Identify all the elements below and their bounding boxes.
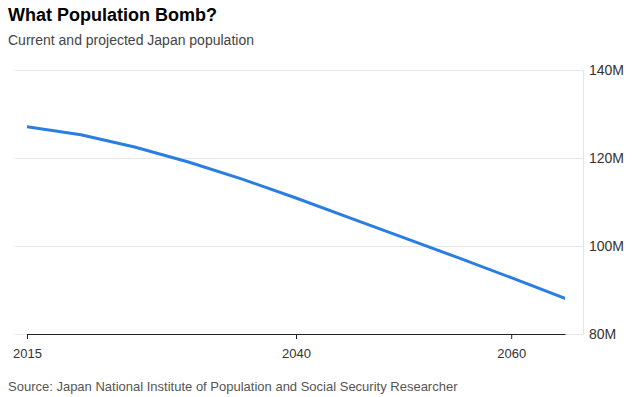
title: What Population Bomb? bbox=[8, 5, 217, 25]
x-tick-mark bbox=[27, 334, 28, 339]
y-tick: 120M bbox=[15, 150, 624, 166]
chart: What Population Bomb? Current and project… bbox=[0, 0, 640, 397]
y-tick: 140M bbox=[15, 62, 624, 78]
y-tick-label: 100M bbox=[589, 238, 624, 254]
subtitle: Current and projected Japan population bbox=[8, 32, 254, 48]
grid-line bbox=[15, 158, 583, 159]
y-tick-label: 80M bbox=[589, 326, 616, 342]
x-tick-label: 2015 bbox=[13, 346, 42, 361]
x-axis: 2015 2040 2060 bbox=[13, 334, 565, 361]
y-tick-label: 140M bbox=[589, 62, 624, 78]
grid-line bbox=[15, 70, 583, 71]
y-tick-label: 120M bbox=[589, 150, 624, 166]
plot-area bbox=[27, 127, 565, 299]
y-axis: 80M 100M 120M 140M bbox=[15, 62, 624, 342]
x-tick: 2015 bbox=[13, 334, 42, 361]
x-tick: 2040 bbox=[282, 334, 311, 361]
grid-line bbox=[15, 334, 583, 335]
x-tick-mark bbox=[511, 334, 512, 339]
x-tick: 2060 bbox=[497, 334, 526, 361]
x-tick-label: 2060 bbox=[497, 346, 526, 361]
y-tick: 100M bbox=[15, 238, 624, 254]
population-line bbox=[27, 127, 565, 299]
source: Source: Japan National Institute of Popu… bbox=[8, 379, 458, 394]
y-tick: 80M bbox=[15, 326, 616, 342]
y-axis-line bbox=[583, 71, 584, 335]
x-tick-label: 2040 bbox=[282, 346, 311, 361]
x-tick-mark bbox=[296, 334, 297, 339]
grid-line bbox=[15, 246, 583, 247]
